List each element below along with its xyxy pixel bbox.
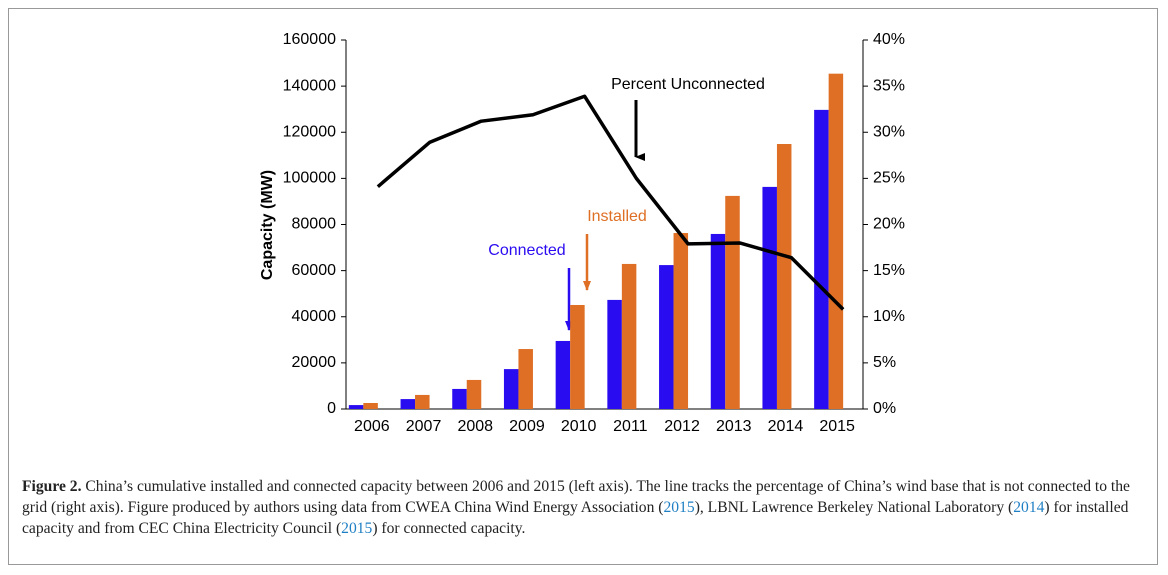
caption-label: Figure 2. — [22, 478, 82, 495]
bar — [725, 195, 740, 409]
x-tick-label: 2009 — [509, 418, 545, 435]
bar — [466, 379, 482, 409]
y-tick-label: 100000 — [283, 170, 336, 187]
bar — [607, 299, 622, 409]
bar — [673, 233, 689, 409]
x-tick-label: 2014 — [768, 418, 804, 435]
bar — [415, 394, 430, 409]
bar — [363, 403, 378, 409]
y-tick-label: 20000 — [292, 354, 337, 371]
y2-tick-label: 0% — [873, 400, 896, 417]
bar — [659, 265, 674, 409]
y2-tick-label: 35% — [873, 77, 905, 94]
bar — [452, 388, 467, 409]
x-tick-label: 2010 — [561, 418, 597, 435]
bar — [555, 340, 571, 409]
line — [376, 94, 845, 311]
y2-tick-label: 25% — [873, 170, 905, 187]
x-tick-label: 2012 — [664, 418, 700, 435]
y2-tick-label: 10% — [873, 308, 905, 325]
bar — [400, 399, 416, 409]
citation-link[interactable]: 2015 — [663, 499, 695, 516]
bar — [710, 233, 726, 409]
bar — [828, 73, 844, 409]
caption-text: China’s cumulative installed and connect… — [22, 478, 1130, 516]
y-tick-label: 140000 — [283, 77, 336, 94]
y2-tick-label: 20% — [873, 216, 905, 233]
bar — [348, 405, 364, 409]
caption: Figure 2. China’s cumulative installed a… — [22, 476, 1144, 539]
y2-tick-label: 15% — [873, 262, 905, 279]
y2-tick-label: 5% — [873, 354, 896, 371]
annotation: Percent Unconnected — [611, 76, 765, 93]
y-tick-label: 60000 — [292, 262, 337, 279]
bar — [570, 304, 585, 409]
citation-link[interactable]: 2014 — [1013, 499, 1045, 516]
y-axis-label: Capacity (MW) — [259, 170, 276, 280]
bar — [762, 186, 777, 409]
y-tick-label: 120000 — [283, 123, 336, 140]
caption-text: ) for connected capacity. — [372, 520, 526, 537]
y-tick-label: 80000 — [292, 216, 337, 233]
caption-text: ), LBNL Lawrence Berkeley National Labor… — [694, 499, 1014, 516]
citation-link[interactable]: 2015 — [341, 520, 373, 537]
x-tick-label: 2007 — [406, 418, 442, 435]
y2-tick-label: 40% — [873, 31, 905, 48]
bar — [621, 263, 637, 409]
x-tick-label: 2008 — [457, 418, 493, 435]
caption-text: ) for installed capacity and from CEC Ch… — [22, 499, 1129, 537]
y-tick-label: 40000 — [292, 308, 337, 325]
bar — [776, 144, 792, 409]
bar — [814, 109, 829, 410]
chart: Capacity (MW) 0 20000 40000 60000 80000 10000… — [259, 31, 905, 435]
x-tick-label: 2006 — [354, 418, 390, 435]
x-tick-label: 2013 — [716, 418, 752, 435]
annotation: Connected — [488, 242, 565, 259]
y-tick-label: 0 — [327, 400, 336, 417]
x-tick-label: 2015 — [819, 418, 855, 435]
annotation: Installed — [587, 208, 647, 225]
y-tick-label: 160000 — [283, 31, 336, 48]
x-tick-label: 2011 — [613, 418, 648, 435]
figure-frame — [8, 8, 1158, 565]
bar — [503, 369, 519, 409]
bar — [518, 349, 533, 409]
y2-tick-label: 30% — [873, 123, 905, 140]
